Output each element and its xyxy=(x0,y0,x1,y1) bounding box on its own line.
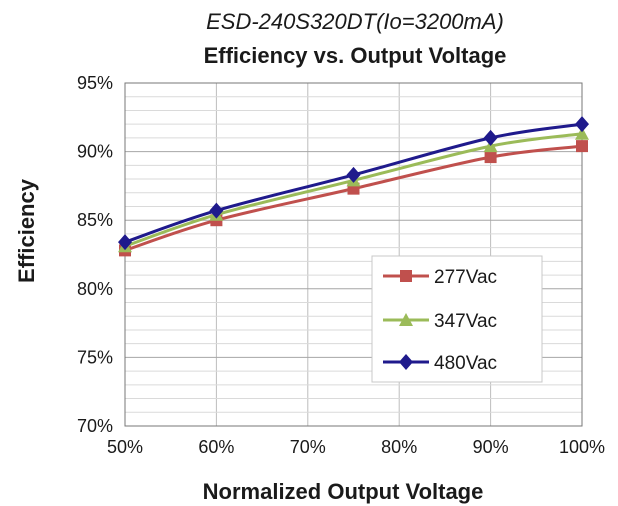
data-point-480vac xyxy=(346,166,361,183)
x-tick-label: 50% xyxy=(107,437,143,457)
data-point-480vac xyxy=(483,129,498,146)
legend: 277Vac 347Vac 480Vac xyxy=(371,255,543,383)
x-tick-label: 90% xyxy=(473,437,509,457)
x-axis-title: Normalized Output Voltage xyxy=(203,479,484,504)
axis-ticks: 70% 75% 80% 85% 90% 95% 50% 60% 70% 80% 90% 100% xyxy=(77,73,605,457)
legend-marker-277vac xyxy=(400,270,412,282)
legend-marker-480vac xyxy=(399,354,413,370)
data-point-480vac xyxy=(209,202,224,219)
y-axis-title: Efficiency xyxy=(14,178,39,283)
chart-title: Efficiency vs. Output Voltage xyxy=(204,43,507,68)
series-line-277vac xyxy=(124,144,583,252)
y-tick-label: 70% xyxy=(77,416,113,436)
y-tick-label: 75% xyxy=(77,347,113,367)
x-tick-label: 60% xyxy=(198,437,234,457)
y-tick-label: 85% xyxy=(77,210,113,230)
y-tick-label: 95% xyxy=(77,73,113,93)
data-point-277vac xyxy=(576,140,588,153)
series-group xyxy=(118,116,589,257)
y-tick-label: 80% xyxy=(77,279,113,299)
x-tick-label: 70% xyxy=(290,437,326,457)
chart-subtitle: ESD-240S320DT(Io=3200mA) xyxy=(206,9,504,34)
x-tick-label: 80% xyxy=(381,437,417,457)
legend-label-480vac: 480Vac xyxy=(434,353,497,374)
x-tick-label: 100% xyxy=(559,437,605,457)
data-point-347vac xyxy=(575,126,589,140)
data-point-480vac xyxy=(118,234,132,251)
data-point-480vac xyxy=(575,116,589,133)
y-tick-label: 90% xyxy=(77,142,113,162)
legend-label-277vac: 277Vac xyxy=(434,267,497,288)
legend-marker-347vac xyxy=(399,313,413,326)
legend-label-347vac: 347Vac xyxy=(434,311,497,332)
data-point-277vac xyxy=(484,151,497,164)
